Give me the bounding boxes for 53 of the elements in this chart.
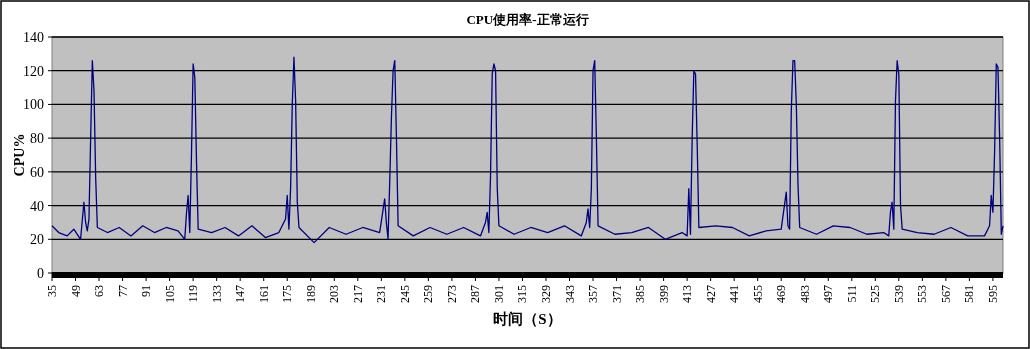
x-tick-label: 119 bbox=[186, 285, 201, 303]
x-tick-label: 189 bbox=[303, 285, 318, 303]
x-tick-label: 287 bbox=[468, 285, 483, 303]
x-tick-label: 217 bbox=[350, 285, 365, 303]
x-tick-label: 525 bbox=[868, 285, 883, 303]
x-tick-label: 427 bbox=[703, 285, 718, 303]
x-axis-title: 时间（S） bbox=[493, 311, 562, 327]
y-tick-label: 140 bbox=[23, 30, 44, 45]
x-tick-label: 63 bbox=[92, 285, 107, 297]
chart-title: CPU使用率-正常运行 bbox=[466, 12, 589, 27]
x-tick-label: 469 bbox=[774, 285, 789, 303]
x-tick-label: 371 bbox=[609, 285, 624, 303]
x-tick-label: 245 bbox=[397, 285, 412, 303]
x-tick-label: 497 bbox=[821, 285, 836, 303]
x-tick-label: 133 bbox=[209, 285, 224, 303]
x-tick-label: 301 bbox=[491, 285, 506, 303]
x-tick-label: 91 bbox=[139, 285, 154, 297]
x-tick-label: 203 bbox=[327, 285, 342, 303]
y-axis-title: CPU% bbox=[12, 133, 27, 177]
x-tick-label: 539 bbox=[891, 285, 906, 303]
y-tick-label: 100 bbox=[23, 97, 44, 113]
y-tick-label: 120 bbox=[23, 63, 44, 79]
x-tick-label: 105 bbox=[162, 285, 177, 303]
x-tick-label: 595 bbox=[985, 285, 1000, 303]
y-tick-label: 0 bbox=[37, 266, 44, 281]
x-tick-label: 315 bbox=[515, 285, 530, 303]
y-tick-label: 20 bbox=[30, 232, 44, 248]
line-series bbox=[51, 56, 1004, 244]
y-tick-label: 80 bbox=[30, 131, 44, 147]
x-tick-label: 35 bbox=[45, 285, 59, 297]
x-tick-label: 273 bbox=[444, 285, 459, 303]
x-tick-label: 441 bbox=[727, 285, 742, 303]
x-tick-label: 343 bbox=[562, 285, 577, 303]
x-tick-label: 581 bbox=[962, 285, 977, 303]
y-tick-label: 40 bbox=[30, 198, 44, 214]
x-tick-label: 147 bbox=[233, 285, 248, 303]
x-tick-label: 77 bbox=[115, 285, 130, 297]
x-tick-label: 399 bbox=[656, 285, 671, 303]
x-tick-label: 385 bbox=[633, 285, 648, 303]
x-tick-label: 413 bbox=[680, 285, 695, 303]
x-tick-label: 483 bbox=[797, 285, 812, 303]
x-tick-label: 175 bbox=[280, 285, 295, 303]
x-tick-label: 329 bbox=[538, 285, 553, 303]
x-tick-label: 49 bbox=[68, 285, 83, 297]
x-tick-label: 161 bbox=[256, 285, 271, 303]
x-tick-label: 511 bbox=[844, 285, 859, 303]
x-tick-label: 567 bbox=[938, 285, 953, 303]
x-tick-label: 259 bbox=[421, 285, 436, 303]
x-tick-label: 231 bbox=[374, 285, 389, 303]
x-tick-label: 455 bbox=[750, 285, 765, 303]
x-tick-label: 357 bbox=[586, 285, 601, 303]
x-tick-label: 553 bbox=[915, 285, 930, 303]
y-tick-label: 60 bbox=[30, 164, 44, 180]
